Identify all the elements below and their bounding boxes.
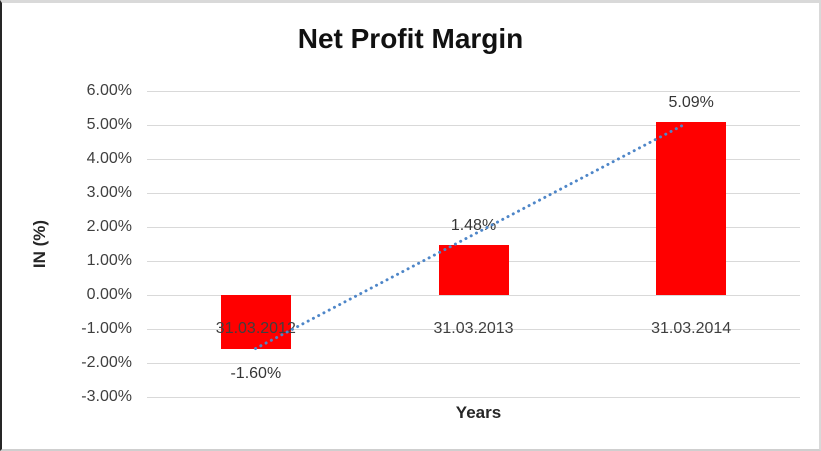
gridline: [147, 396, 800, 398]
data-label: 5.09%: [668, 93, 714, 111]
y-tick-label: -2.00%: [81, 354, 132, 371]
category-label: 31.03.2012: [215, 320, 296, 337]
y-tick-label: 0.00%: [86, 286, 132, 303]
trendline: [254, 122, 688, 351]
y-tick-label: 4.00%: [86, 150, 132, 167]
data-label: 1.48%: [450, 216, 497, 234]
y-tick-label: 3.00%: [86, 184, 132, 201]
category-label: 31.03.2014: [651, 320, 732, 337]
bar-31.03.2014: [656, 121, 727, 295]
data-label: -1.60%: [230, 365, 282, 383]
y-tick-label: 1.00%: [86, 252, 132, 269]
y-tick-label: 6.00%: [86, 82, 132, 99]
y-tick-label: 5.00%: [86, 116, 132, 133]
x-axis-title: Years: [455, 403, 502, 422]
y-tick-label: -1.00%: [81, 320, 132, 337]
gridline: [147, 362, 800, 364]
gridline: [147, 90, 800, 92]
chart-title: Net Profit Margin: [297, 23, 524, 54]
y-tick-label: 2.00%: [86, 218, 132, 235]
bar-31.03.2013: [438, 244, 509, 295]
y-tick-label: -3.00%: [81, 388, 132, 405]
category-label: 31.03.2013: [433, 320, 514, 337]
